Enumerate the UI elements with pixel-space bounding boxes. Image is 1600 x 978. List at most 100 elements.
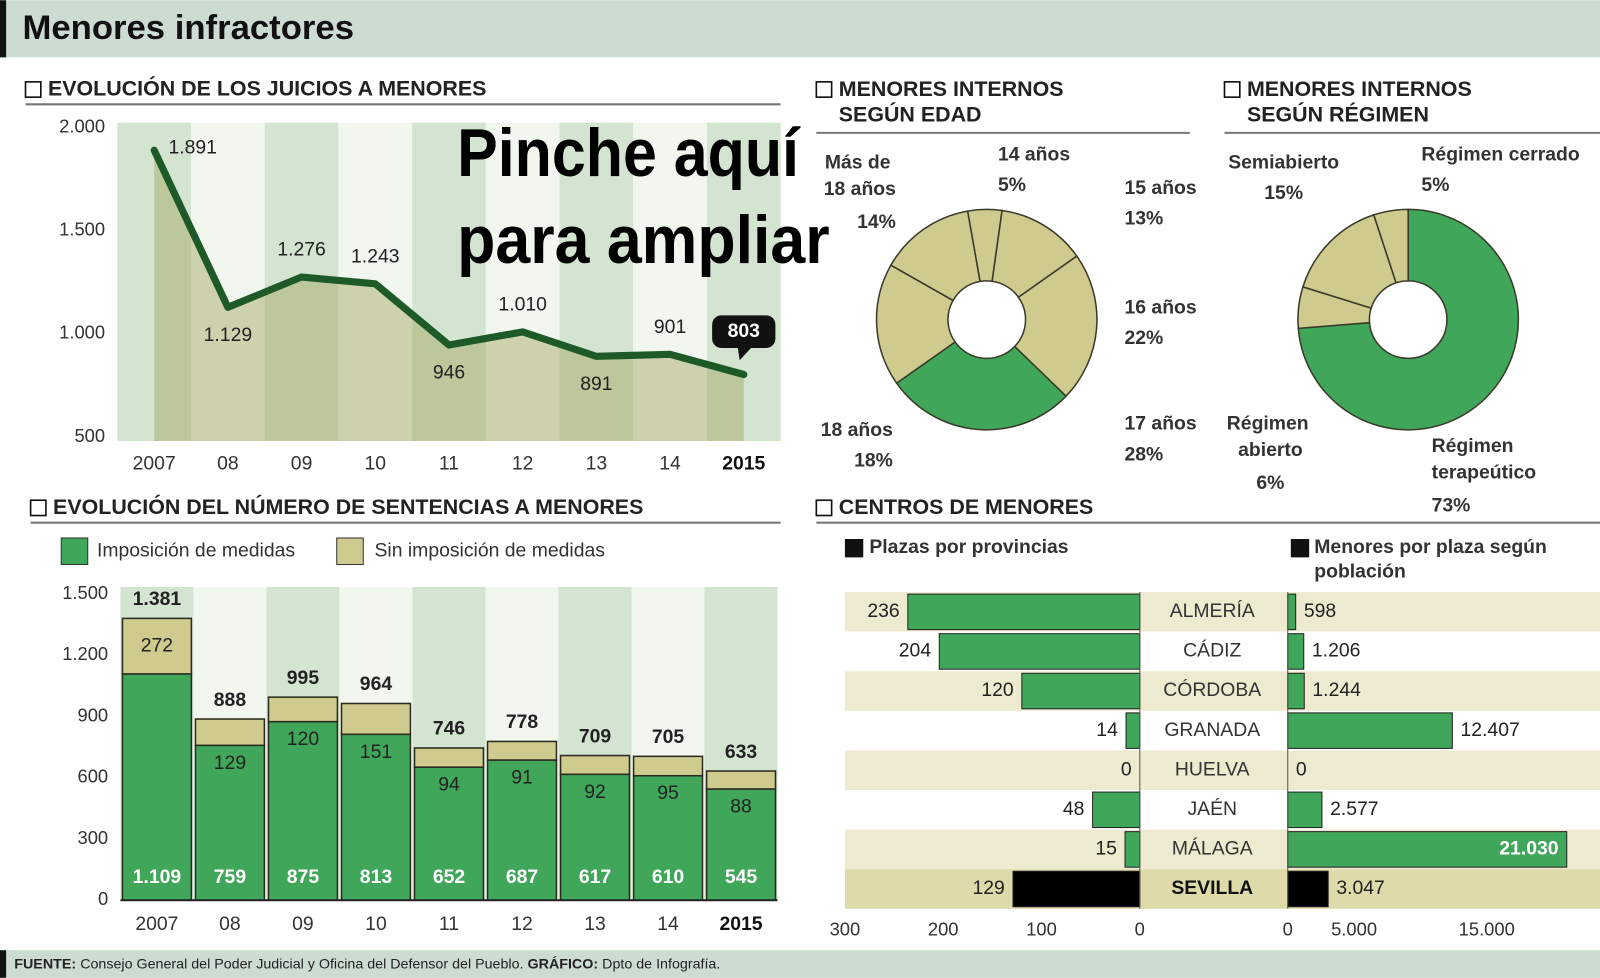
area-shade [154,150,744,442]
bar [1124,831,1141,868]
x-tick-label: 08 [219,913,241,935]
total-label: 1.381 [133,588,182,610]
text-line: abierto [1238,439,1303,461]
y-tick-label: 1.200 [62,643,108,664]
column-band [706,122,781,442]
value-label: 95 [657,782,679,804]
bar [1092,791,1141,829]
zoom-hint[interactable]: Pinche aquí [457,116,801,191]
value-label: 1.891 [168,136,217,158]
sub-heading: Plazas por provincias [869,536,1068,558]
category-label: MÁLAGA [1172,837,1253,860]
bar-segment [194,718,266,747]
zoom-hint[interactable]: para ampliar [457,203,829,278]
row-stripe [844,750,1600,791]
x-tick-label: 0 [1135,919,1145,940]
slice-value: 15% [1264,182,1303,204]
value-label: 88 [730,795,752,817]
slice-label: Régimen cerrado [1421,143,1579,165]
column-band [412,122,486,442]
column-band [117,122,192,442]
x-tick-label: 12 [511,913,533,935]
bar-segment [413,747,485,768]
y-tick-label: 0 [98,888,108,909]
value-label: 1.206 [1312,640,1361,662]
y-tick-label: 1.500 [59,219,105,240]
value-label: 0 [1296,758,1307,780]
category-label: ALMERÍA [1170,599,1255,622]
value-label: 687 [506,866,538,888]
column-band [191,122,265,442]
header-accent [0,0,7,58]
bar-segment [121,673,193,901]
value-label: 0 [1121,758,1132,780]
total-label: 888 [214,689,247,711]
y-tick-label: 600 [78,766,109,787]
x-tick-label: 09 [292,913,314,935]
source-note: FUENTE: Consejo General del Poder Judicia… [14,955,720,972]
legend-swatch [336,537,364,566]
text-line: Régimen [1432,435,1519,457]
total-label: 709 [579,725,612,747]
source-label: FUENTE: [14,956,76,972]
sub-heading: Menores por plaza según población [1314,536,1552,582]
bar-segment [413,766,485,901]
text-line: 18 años [824,178,896,200]
text-line: Régimen cerrado [1421,143,1579,165]
slice-label: 18 años [821,419,893,441]
text-line: Semiabierto [1228,152,1339,174]
text-line: terapeútico [1432,462,1537,484]
value-label: 617 [579,866,611,888]
x-tick-label: 10 [365,453,387,475]
donut-slice [875,264,957,385]
y-tick-label: 2.000 [59,116,105,137]
x-tick-label: 13 [586,453,608,475]
x-tick-label: 08 [217,453,239,475]
credit-text: Dpto de Infografía. [602,956,720,972]
value-label: 545 [725,866,758,888]
x-tick-label: 0 [1283,919,1293,940]
x-tick-label: 2007 [135,913,178,935]
slice-label: 15 años [1124,177,1196,199]
bar [1287,633,1305,670]
value-label: 3.047 [1336,877,1385,899]
slice-value: 18% [854,450,893,472]
x-tick-label: 13 [584,913,606,935]
bar [1012,870,1141,908]
slice-value: 13% [1124,208,1163,230]
category-label: HUELVA [1175,758,1250,780]
footer-accent [0,950,7,978]
x-tick-label: 12 [512,453,534,475]
text-line: MENORES INTERNOS [1247,77,1478,101]
bar-segment [632,755,704,777]
bar [1287,712,1453,749]
callout-pointer [737,346,752,361]
sub-swatch [844,539,864,558]
checkbox [815,499,833,517]
row-stripe [844,790,1600,830]
y-tick-label: 1.500 [62,582,108,603]
slice-label: 16 años [1124,297,1196,319]
header-band [0,0,1600,58]
bar [938,633,1141,670]
checkbox [1223,81,1241,98]
footer-band [0,950,1600,978]
section-heading: MENORES INTERNOS SEGÚN EDAD [839,77,1070,127]
x-tick-label: 11 [439,453,459,475]
checkbox [29,499,47,517]
value-label: 1.276 [277,239,326,261]
value-label: 12.407 [1461,719,1520,741]
bar [1287,672,1305,710]
value-label: 1.010 [498,293,547,315]
bar-segment [559,754,631,776]
line [150,146,748,379]
slice-value: 5% [1421,174,1449,196]
value-label: 598 [1304,600,1336,622]
slice-value: 22% [1124,327,1163,349]
value-label: 813 [360,866,393,888]
callout [712,315,776,348]
bar [1287,831,1568,868]
total-label: 964 [360,673,393,695]
bar-segment [705,788,777,901]
donut-slice [1297,208,1520,431]
